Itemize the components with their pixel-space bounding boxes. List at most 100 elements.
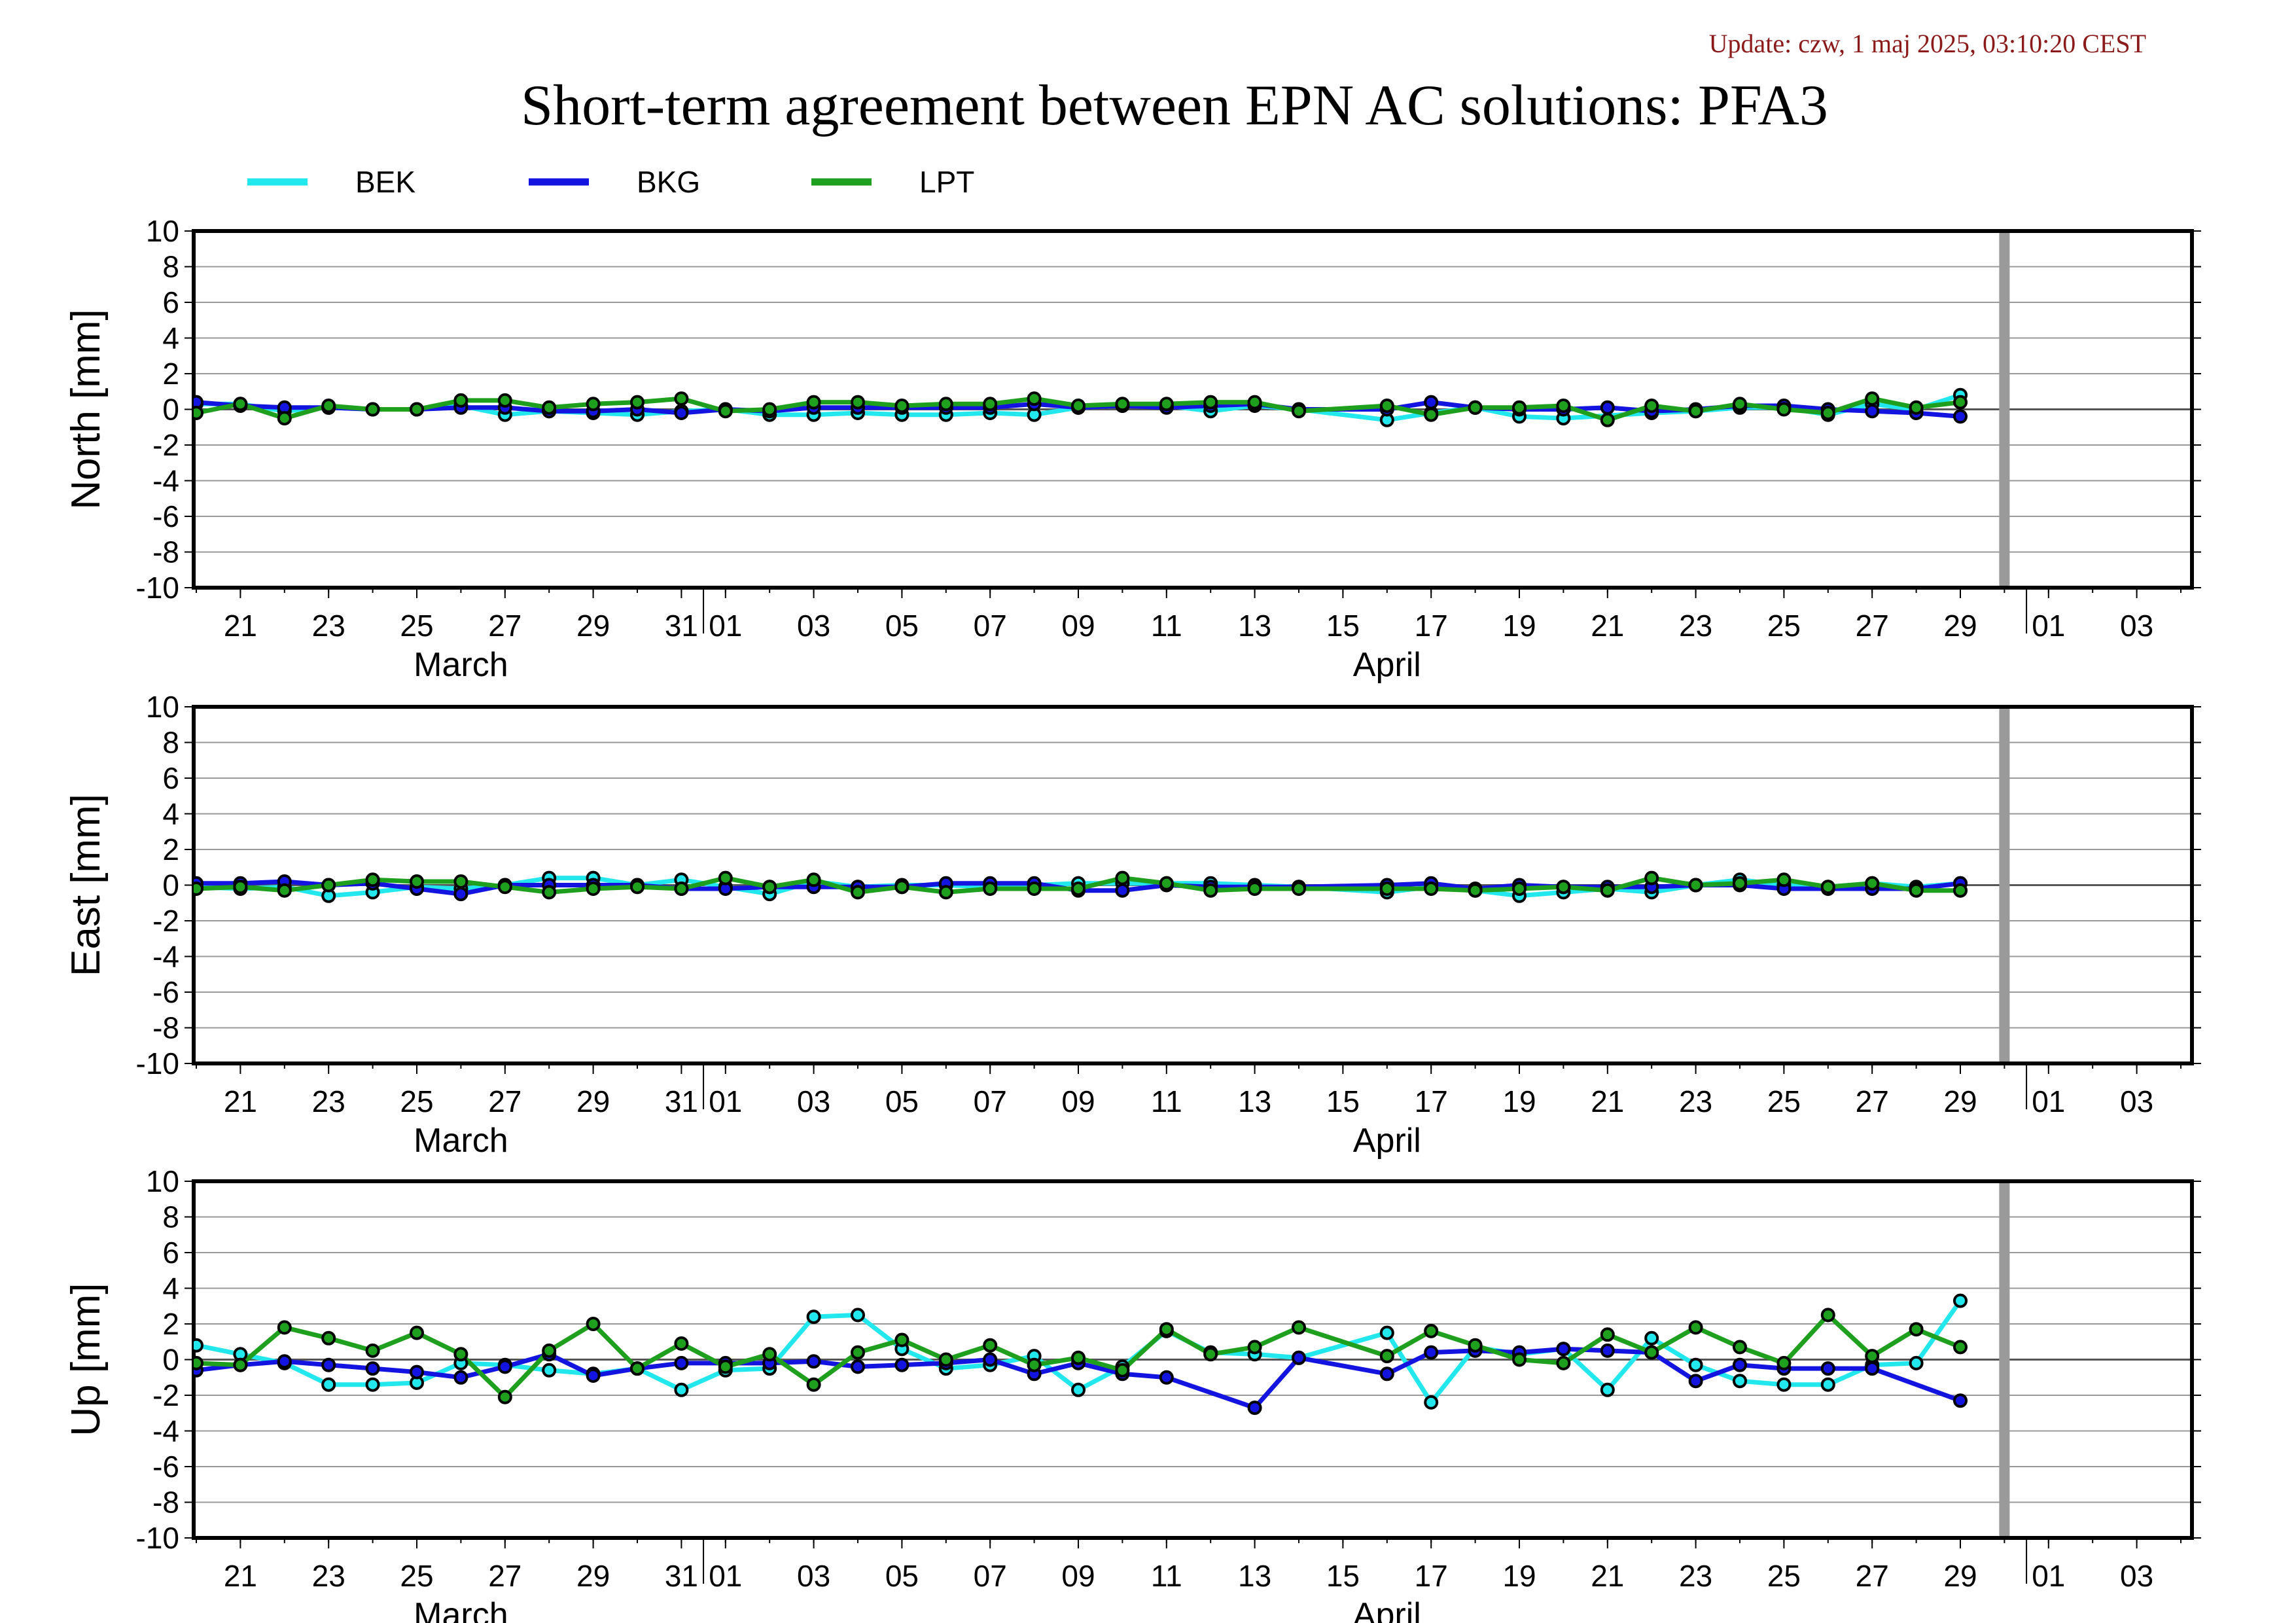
data-point-bkg bbox=[1600, 400, 1615, 415]
x-tick-label: 09 bbox=[1061, 1084, 1095, 1118]
y-tick-label: -10 bbox=[136, 1521, 179, 1555]
y-tick-label: -6 bbox=[152, 1450, 179, 1484]
data-point-bkg bbox=[497, 1359, 512, 1374]
data-point-lpt bbox=[1071, 1350, 1086, 1365]
y-tick-label: -4 bbox=[152, 1414, 179, 1448]
data-point-lpt bbox=[1071, 882, 1086, 896]
data-point-bkg bbox=[586, 1368, 601, 1383]
data-point-lpt bbox=[586, 1317, 601, 1331]
data-point-bkg bbox=[1159, 1370, 1174, 1385]
data-point-lpt bbox=[1027, 1357, 1042, 1372]
data-point-bek bbox=[1644, 1330, 1659, 1346]
data-point-bek bbox=[1953, 1293, 1968, 1308]
x-tick-label: 25 bbox=[400, 609, 433, 643]
data-point-bkg bbox=[851, 1359, 865, 1374]
data-point-lpt bbox=[762, 1347, 777, 1362]
data-point-lpt bbox=[1644, 399, 1659, 413]
data-point-lpt bbox=[542, 885, 557, 900]
data-point-lpt bbox=[1733, 876, 1747, 891]
x-tick-label: 23 bbox=[1679, 1559, 1712, 1593]
data-point-lpt bbox=[1468, 1338, 1483, 1353]
y-axis-label: East [mm] bbox=[63, 794, 109, 976]
data-point-bek bbox=[851, 1308, 865, 1323]
x-tick-label: 15 bbox=[1326, 1559, 1360, 1593]
data-point-lpt bbox=[410, 402, 424, 417]
data-point-lpt bbox=[1865, 391, 1880, 406]
data-point-bek bbox=[1909, 1355, 1924, 1370]
data-point-lpt bbox=[1644, 870, 1659, 885]
data-point-bek bbox=[542, 1363, 557, 1378]
data-point-lpt bbox=[453, 1347, 468, 1362]
x-tick-label: 27 bbox=[1856, 609, 1889, 643]
y-tick-label: -10 bbox=[136, 1046, 179, 1080]
data-point-lpt bbox=[497, 1389, 512, 1404]
data-point-lpt bbox=[1247, 882, 1262, 896]
data-point-lpt bbox=[453, 874, 468, 889]
data-point-bek bbox=[1424, 1395, 1439, 1410]
x-tick-label: 15 bbox=[1326, 1084, 1360, 1118]
x-tick-label: 09 bbox=[1061, 1559, 1095, 1593]
data-point-lpt bbox=[983, 1338, 998, 1353]
data-point-lpt bbox=[497, 880, 512, 895]
y-tick-label: 6 bbox=[162, 285, 179, 319]
series-line-bkg bbox=[196, 1346, 1962, 1410]
x-tick-label: 03 bbox=[2120, 1559, 2153, 1593]
data-point-bkg bbox=[1424, 395, 1439, 410]
y-tick-label: -8 bbox=[152, 1486, 179, 1520]
data-point-bkg bbox=[453, 887, 468, 902]
data-point-lpt bbox=[194, 1355, 203, 1370]
data-point-lpt bbox=[1953, 395, 1968, 410]
series-line-bek bbox=[196, 1299, 1962, 1405]
x-tick-label: 01 bbox=[2032, 1084, 2065, 1118]
series-line-lpt bbox=[196, 1312, 1962, 1400]
y-tick-label: 2 bbox=[162, 832, 179, 866]
x-tick-label: 11 bbox=[1151, 609, 1182, 643]
data-point-lpt bbox=[1071, 399, 1086, 413]
data-point-lpt bbox=[1159, 876, 1174, 891]
x-tick-label: 21 bbox=[224, 1559, 257, 1593]
data-point-lpt bbox=[718, 870, 733, 885]
data-point-bkg bbox=[1865, 1361, 1880, 1376]
data-point-lpt bbox=[1247, 395, 1262, 410]
y-tick-label: 8 bbox=[162, 250, 179, 284]
data-point-lpt bbox=[277, 1320, 292, 1335]
data-point-lpt bbox=[365, 1343, 380, 1358]
data-point-bkg bbox=[1820, 1361, 1835, 1376]
y-tick-label: 6 bbox=[162, 761, 179, 795]
x-tick-label: 19 bbox=[1502, 1559, 1536, 1593]
data-point-lpt bbox=[1688, 878, 1703, 893]
data-point-lpt bbox=[630, 880, 645, 895]
y-tick-label: 2 bbox=[162, 357, 179, 391]
data-point-lpt bbox=[233, 1357, 248, 1372]
y-axis-label: Up [mm] bbox=[63, 1283, 109, 1436]
x-tick-label: 01 bbox=[709, 1084, 742, 1118]
x-tick-label: 01 bbox=[2032, 1559, 2065, 1593]
legend-label-bkg: BKG bbox=[637, 165, 700, 199]
today-marker bbox=[1999, 707, 2010, 1063]
data-layer bbox=[194, 387, 1968, 427]
x-tick-label: 17 bbox=[1415, 1559, 1448, 1593]
x-tick-label: 31 bbox=[665, 1559, 698, 1593]
x-tick-label: 23 bbox=[1679, 609, 1712, 643]
x-tick-label: 05 bbox=[885, 609, 919, 643]
y-tick-label: -2 bbox=[152, 904, 179, 938]
data-point-bkg bbox=[1379, 1366, 1394, 1382]
x-tick-label: 25 bbox=[1767, 1559, 1801, 1593]
x-tick-label: 19 bbox=[1502, 609, 1536, 643]
data-point-lpt bbox=[1688, 404, 1703, 419]
month-label: March bbox=[414, 1596, 508, 1623]
data-point-lpt bbox=[1292, 1320, 1306, 1335]
data-point-bkg bbox=[410, 1364, 424, 1380]
y-tick-label: 0 bbox=[162, 393, 179, 427]
data-point-lpt bbox=[1953, 1340, 1968, 1355]
x-tick-label: 25 bbox=[400, 1084, 433, 1118]
y-tick-label: -8 bbox=[152, 1011, 179, 1045]
data-point-lpt bbox=[1424, 407, 1439, 422]
data-point-bkg bbox=[1424, 1345, 1439, 1360]
data-point-lpt bbox=[542, 1343, 557, 1358]
data-point-lpt bbox=[806, 1377, 821, 1392]
x-tick-label: 21 bbox=[224, 1084, 257, 1118]
x-tick-label: 11 bbox=[1151, 1084, 1182, 1118]
